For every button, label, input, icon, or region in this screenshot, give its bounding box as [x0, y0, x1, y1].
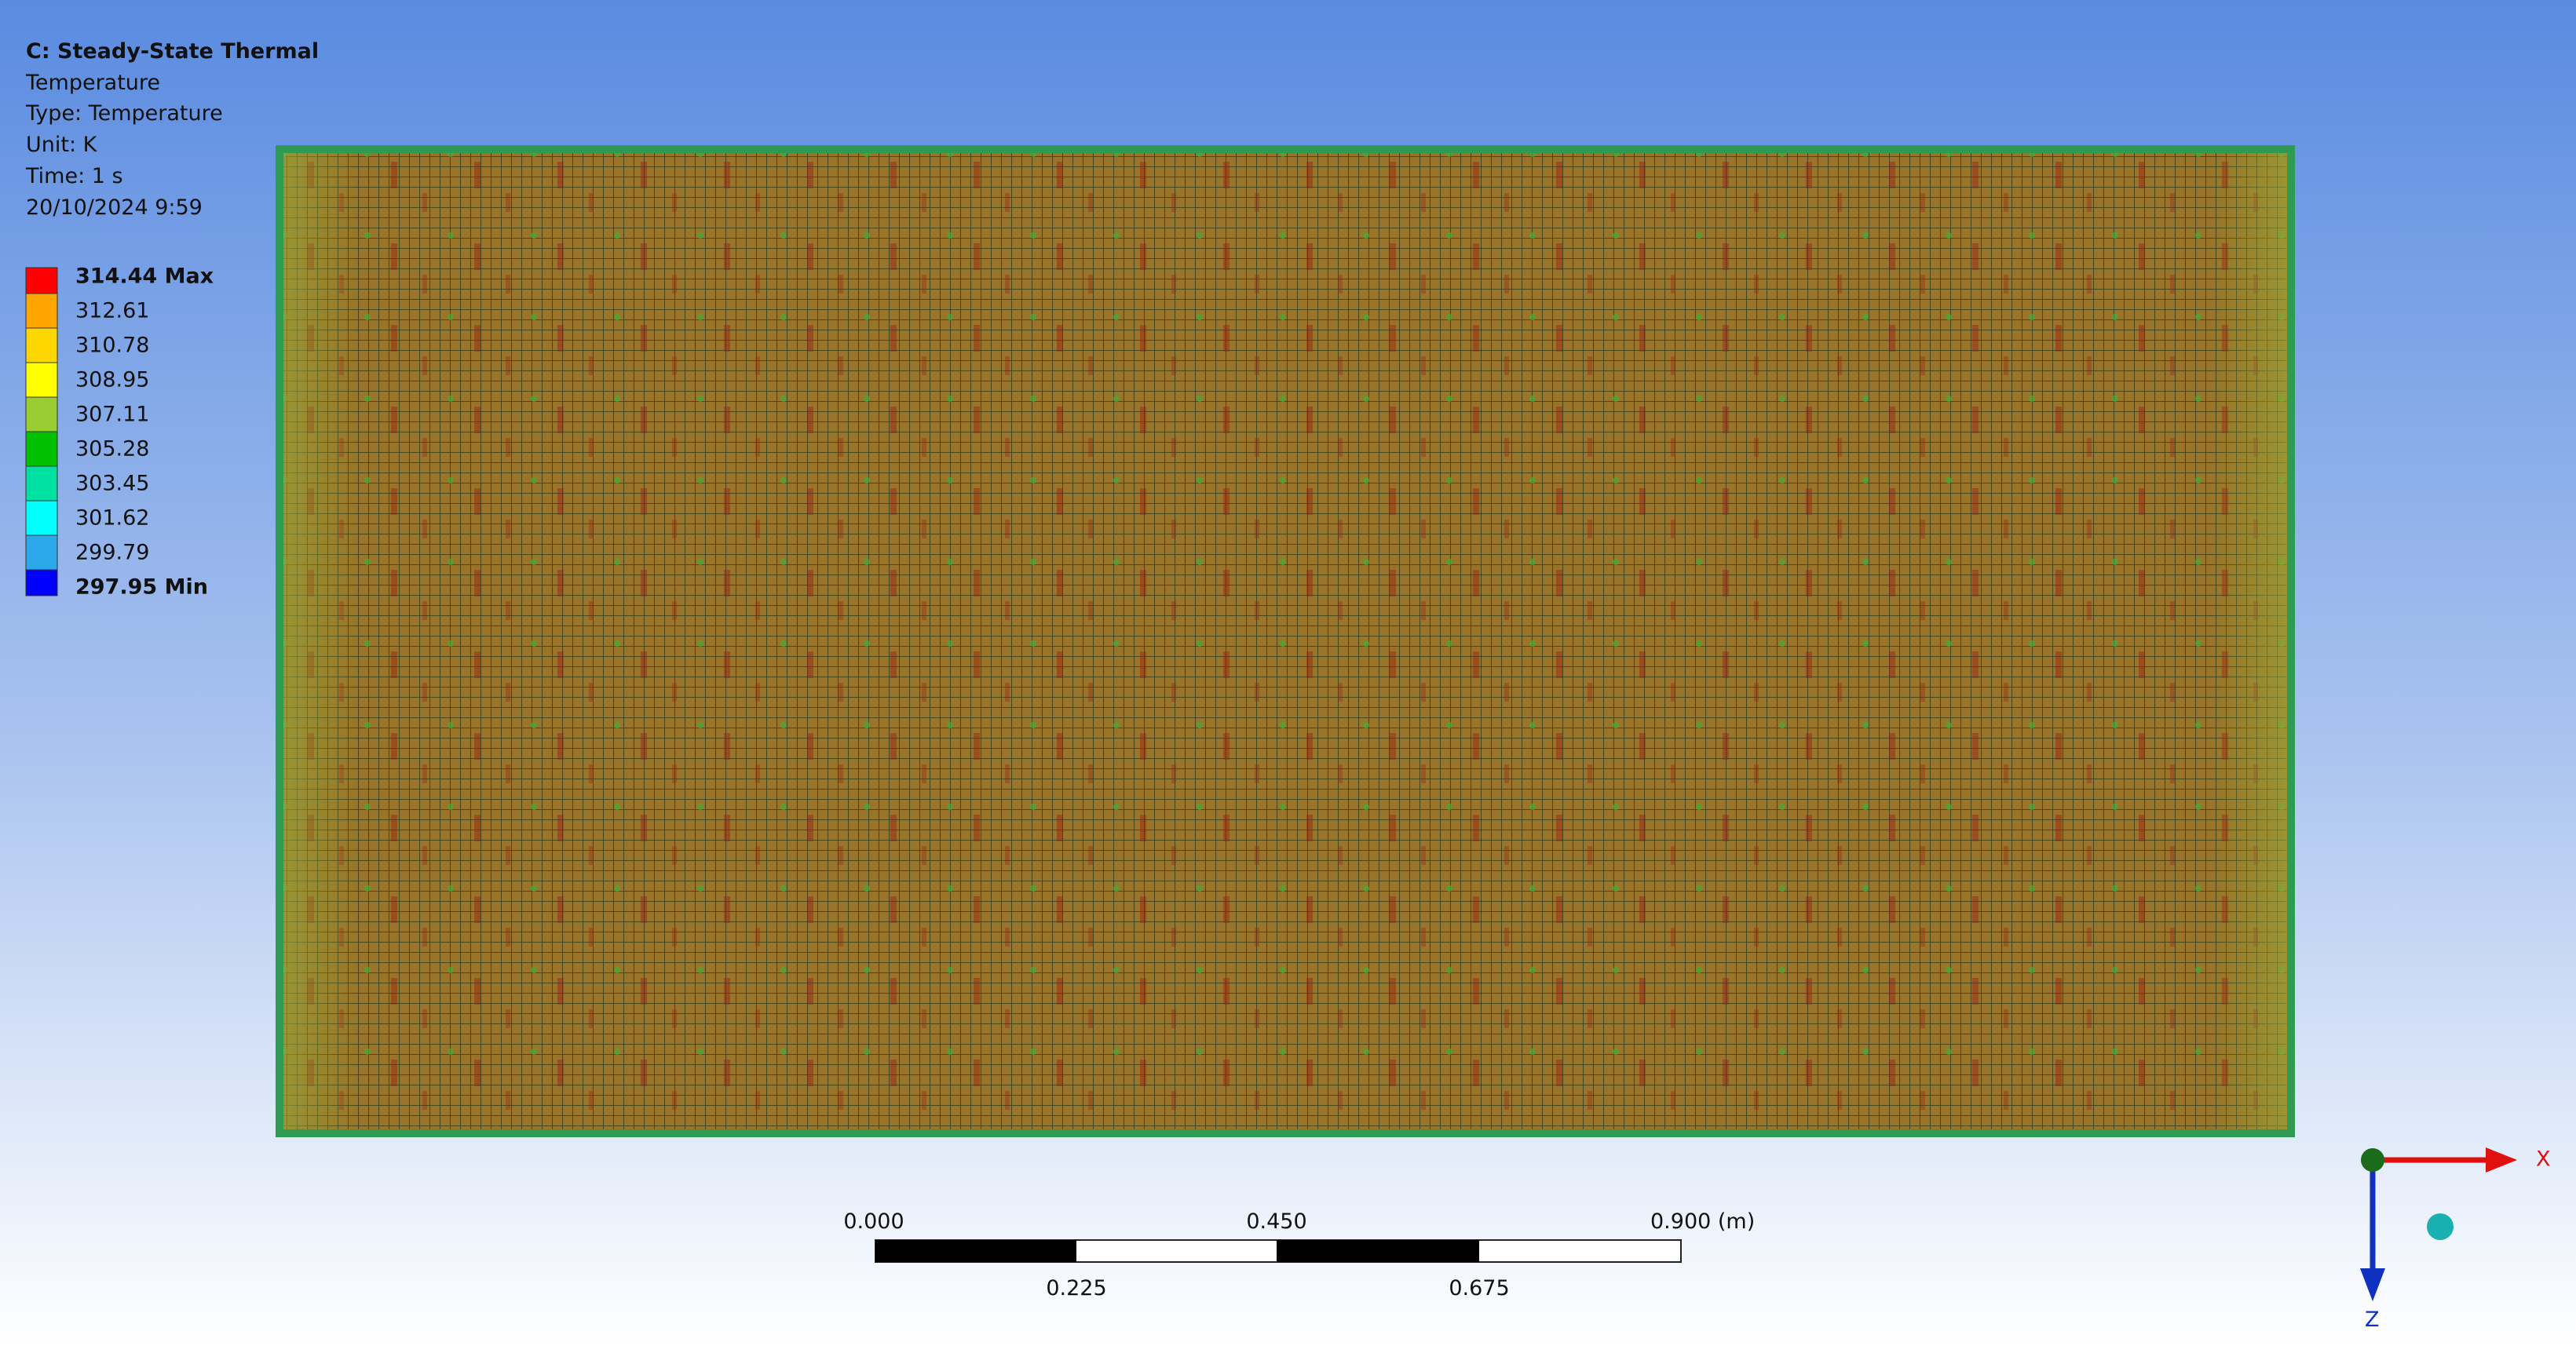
- legend-color-band: [25, 465, 58, 502]
- z-arrowhead: [2360, 1268, 2385, 1301]
- legend-color-band: [25, 569, 58, 596]
- header: C: Steady-State Thermal Temperature Type…: [25, 39, 319, 220]
- header-line: Unit: K: [26, 133, 98, 157]
- header-line: Type: Temperature: [25, 101, 223, 126]
- header-line: Time: 1 s: [25, 164, 123, 188]
- scale-label: 0.000: [843, 1209, 904, 1234]
- legend-label: 314.44 Max: [75, 264, 214, 289]
- legend-color-band: [25, 362, 58, 398]
- title: C: Steady-State Thermal: [26, 39, 319, 64]
- legend-label: 310.78: [75, 334, 149, 358]
- legend-label: 297.95 Min: [75, 575, 208, 600]
- header-line: 20/10/2024 9:59: [26, 195, 203, 220]
- scale-label: 0.675: [1449, 1276, 1509, 1300]
- legend-label: 312.61: [75, 299, 149, 323]
- scale-label: 0.225: [1046, 1276, 1106, 1300]
- triad-origin: [2361, 1148, 2384, 1172]
- legend-color-band: [25, 267, 58, 294]
- scale-segment: [1277, 1240, 1479, 1262]
- scale-segment: [875, 1240, 1076, 1262]
- legend-label: 303.45: [75, 472, 149, 496]
- scale-label: 0.900 (m): [1650, 1209, 1755, 1234]
- header-line: Temperature: [25, 71, 160, 95]
- legend-label: 308.95: [75, 368, 149, 392]
- legend: 314.44 Max 312.61 310.78 308.95 307.11 305.28…: [25, 264, 214, 600]
- z-axis-label: Z: [2365, 1308, 2380, 1332]
- legend-label: 307.11: [75, 403, 149, 427]
- legend-color-band: [25, 500, 58, 536]
- legend-label: 301.62: [75, 506, 149, 531]
- legend-color-band: [25, 534, 58, 571]
- scale-label: 0.450: [1246, 1209, 1306, 1234]
- legend-color-band: [25, 327, 58, 363]
- model: [276, 145, 2295, 1137]
- edge-shading: [276, 146, 2294, 1136]
- x-arrowhead: [2486, 1147, 2517, 1173]
- legend-label: 299.79: [75, 541, 149, 565]
- legend-color-band: [25, 396, 58, 432]
- legend-label: 305.28: [75, 437, 149, 461]
- mesh-border: [276, 145, 2295, 1137]
- scale-bar: 0.000 0.450 0.900 (m) 0.225 0.675: [843, 1209, 1755, 1300]
- triad: X Z: [2360, 1147, 2551, 1332]
- x-axis-label: X: [2536, 1147, 2551, 1172]
- legend-color-band: [25, 431, 58, 467]
- iso-ball: [2427, 1213, 2454, 1240]
- legend-color-band: [25, 293, 58, 329]
